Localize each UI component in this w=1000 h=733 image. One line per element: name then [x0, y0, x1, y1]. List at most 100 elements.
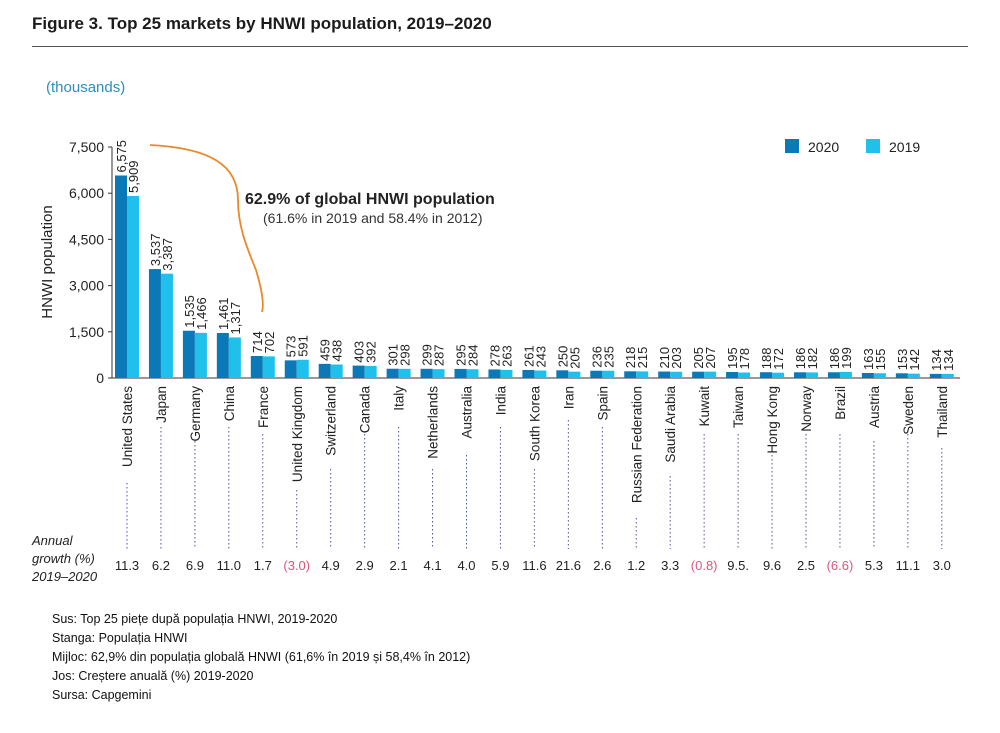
bar-label-2020: 205: [691, 347, 706, 369]
callout-sub: (61.6% in 2019 and 58.4% in 2012): [263, 210, 483, 226]
bar-label-2019: 702: [262, 332, 277, 354]
y-tick-label: 3,000: [69, 278, 104, 294]
growth-value: 2.1: [390, 558, 408, 573]
bar-2019: [772, 372, 785, 378]
bar-label-2020: 153: [895, 349, 910, 371]
bar-label-2019: 203: [669, 347, 684, 369]
bar-2019: [330, 364, 343, 378]
bar-label-2019: 235: [601, 346, 616, 368]
bar-2020: [760, 372, 773, 378]
growth-value: 5.3: [865, 558, 883, 573]
bar-label-2020: 403: [352, 341, 367, 363]
category-label: Austria: [867, 386, 882, 429]
category-label: South Korea: [527, 386, 542, 462]
growth-value: 21.6: [556, 558, 581, 573]
bar-2019: [466, 369, 479, 378]
bar-2020: [726, 371, 739, 378]
growth-value: 3.3: [661, 558, 679, 573]
growth-value: 6.9: [186, 558, 204, 573]
note-line-left: Stanga: Populația HNWI: [52, 631, 188, 645]
bar-2020: [488, 369, 501, 378]
category-label: Hong Kong: [765, 386, 780, 454]
category-label: Canada: [358, 386, 373, 434]
note-line-bottom: Jos: Creștere anuală (%) 2019-2020: [52, 669, 254, 683]
growth-value: 11.3: [115, 558, 139, 573]
bar-label-2020: 188: [759, 348, 774, 370]
category-label: Germany: [188, 386, 203, 442]
bar-2020: [250, 356, 263, 378]
category-label: Japan: [154, 386, 169, 423]
bar-2019: [670, 371, 683, 378]
growth-value: 4.1: [424, 558, 442, 573]
bar-2019: [127, 196, 139, 378]
growth-value: 9.5.: [727, 558, 749, 573]
bar-label-2019: 134: [941, 349, 956, 371]
y-tick-label: 7,500: [69, 139, 104, 155]
bar-2019: [194, 332, 207, 378]
legend-label-2020: 2020: [808, 139, 839, 155]
y-tick-label: 0: [96, 370, 104, 386]
bar-label-2020: 1,535: [182, 295, 197, 328]
callout-main: 62.9% of global HNWI population: [245, 191, 495, 208]
bar-2020: [658, 371, 671, 378]
bars-group: [115, 175, 954, 378]
bar-2020: [794, 372, 806, 378]
bar-2020: [182, 330, 195, 378]
legend: 2020 2019: [785, 139, 920, 155]
category-label: Australia: [460, 386, 475, 439]
bar-label-2019: 5,909: [126, 160, 141, 193]
category-label: Saudi Arabia: [663, 386, 678, 463]
growth-value: 11.6: [522, 558, 546, 573]
growth-value: 2.9: [356, 558, 374, 573]
category-label: United Kingdom: [290, 386, 305, 482]
bar-label-2019: 178: [737, 348, 752, 370]
bar-label-2019: 1,466: [194, 297, 209, 330]
bar-2019: [941, 373, 954, 378]
bar-2019: [228, 337, 241, 378]
bar-2020: [284, 360, 297, 378]
bar-2020: [692, 371, 705, 378]
category-labels-group: United States Japan Germany China France Unit…: [120, 386, 950, 549]
legend-swatch-2020: [785, 139, 799, 153]
bar-label-2020: 1,461: [216, 297, 231, 330]
category-label: Norway: [799, 386, 814, 432]
bar-2019: [602, 370, 615, 378]
growth-label-line-1: Annual: [31, 533, 74, 548]
y-tick-label: 4,500: [69, 231, 104, 247]
growth-value: 3.0: [933, 558, 951, 573]
growth-value: 4.0: [457, 558, 475, 573]
growth-value: (6.6): [827, 558, 854, 573]
bar-2019: [262, 356, 275, 378]
category-label: Brazil: [833, 386, 848, 420]
category-label: China: [222, 386, 237, 422]
bar-2019: [432, 369, 445, 378]
growth-value: 1.2: [627, 558, 645, 573]
bar-label-2020: 459: [318, 339, 333, 361]
bar-2020: [352, 365, 365, 378]
y-axis-title: HNWI population: [39, 205, 56, 318]
category-label: France: [256, 386, 271, 428]
bar-label-2020: 186: [793, 348, 808, 370]
bar-2019: [704, 371, 717, 378]
y-tick-label: 1,500: [69, 324, 104, 340]
note-line-source: Sursa: Capgemini: [52, 688, 152, 702]
category-label: Russian Federation: [629, 386, 644, 503]
bar-label-2019: 155: [873, 349, 888, 371]
bar-2020: [148, 269, 161, 378]
notes-block: Sus: Top 25 piețe după populația HNWI, 2…: [52, 610, 470, 705]
bar-2020: [624, 371, 637, 378]
bar-label-2019: 298: [398, 344, 413, 366]
bar-label-2019: 1,317: [228, 302, 243, 335]
bar-label-2020: 6,575: [114, 140, 129, 173]
bar-label-2020: 299: [420, 344, 435, 366]
hnwi-bar-chart: (thousands) HNWI population 0 1,500 3,000 4…: [31, 79, 960, 584]
bar-2020: [827, 372, 840, 378]
bar-label-2019: 438: [330, 340, 345, 362]
bar-label-2020: 218: [623, 347, 638, 369]
growth-value: 2.6: [593, 558, 611, 573]
callout-bracket: [149, 144, 264, 313]
bar-2019: [534, 370, 547, 378]
category-label: Thailand: [935, 386, 950, 438]
bar-label-2020: 573: [284, 336, 299, 358]
bar-2020: [216, 333, 229, 378]
